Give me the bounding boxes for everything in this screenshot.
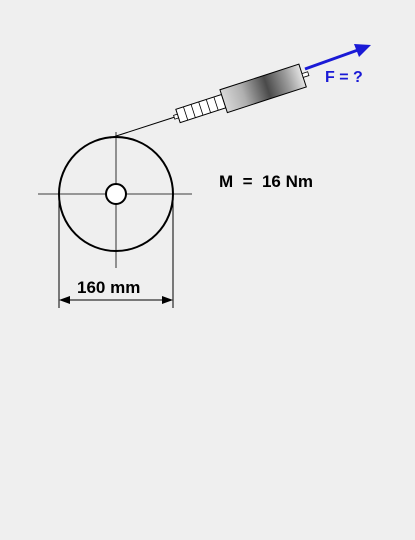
moment-label: M = 16 Nm: [219, 172, 313, 191]
spring-scale: [173, 63, 310, 124]
dimension-arrow-right: [162, 296, 173, 304]
dimension-label: 160 mm: [77, 278, 140, 297]
dimension-arrow-left: [59, 296, 70, 304]
rope: [109, 115, 179, 139]
force-arrow-head: [354, 44, 371, 57]
pulley-hub: [105, 183, 127, 205]
force-arrow-shaft: [304, 48, 359, 71]
force-label: F = ?: [325, 69, 363, 86]
